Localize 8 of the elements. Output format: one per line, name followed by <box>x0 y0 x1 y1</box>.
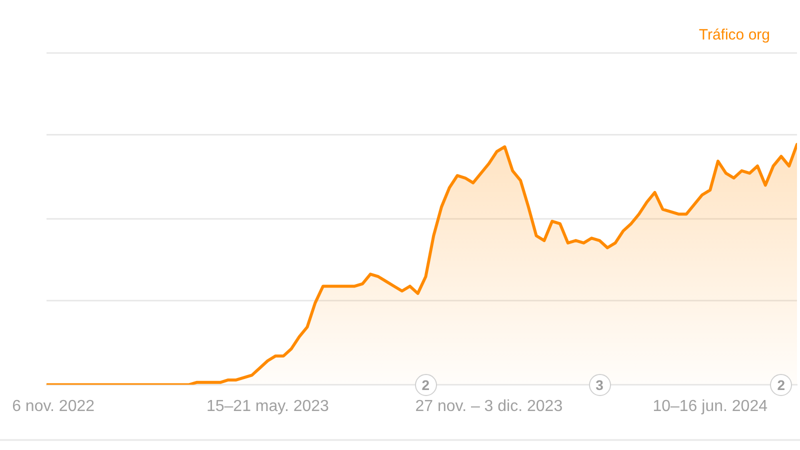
x-tick-label: 6 nov. 2022 <box>12 398 95 415</box>
annotation: 3 <box>596 377 604 394</box>
x-tick-label: 10–16 jun. 2024 <box>652 398 768 415</box>
annotation: 2 <box>777 377 786 394</box>
annotation: 2 <box>422 377 430 394</box>
x-tick-label: 15–21 may. 2023 <box>206 398 330 415</box>
text: Tráfico org <box>698 26 770 44</box>
x-tick-label: 27 nov. – 3 dic. 2023 <box>415 398 563 415</box>
